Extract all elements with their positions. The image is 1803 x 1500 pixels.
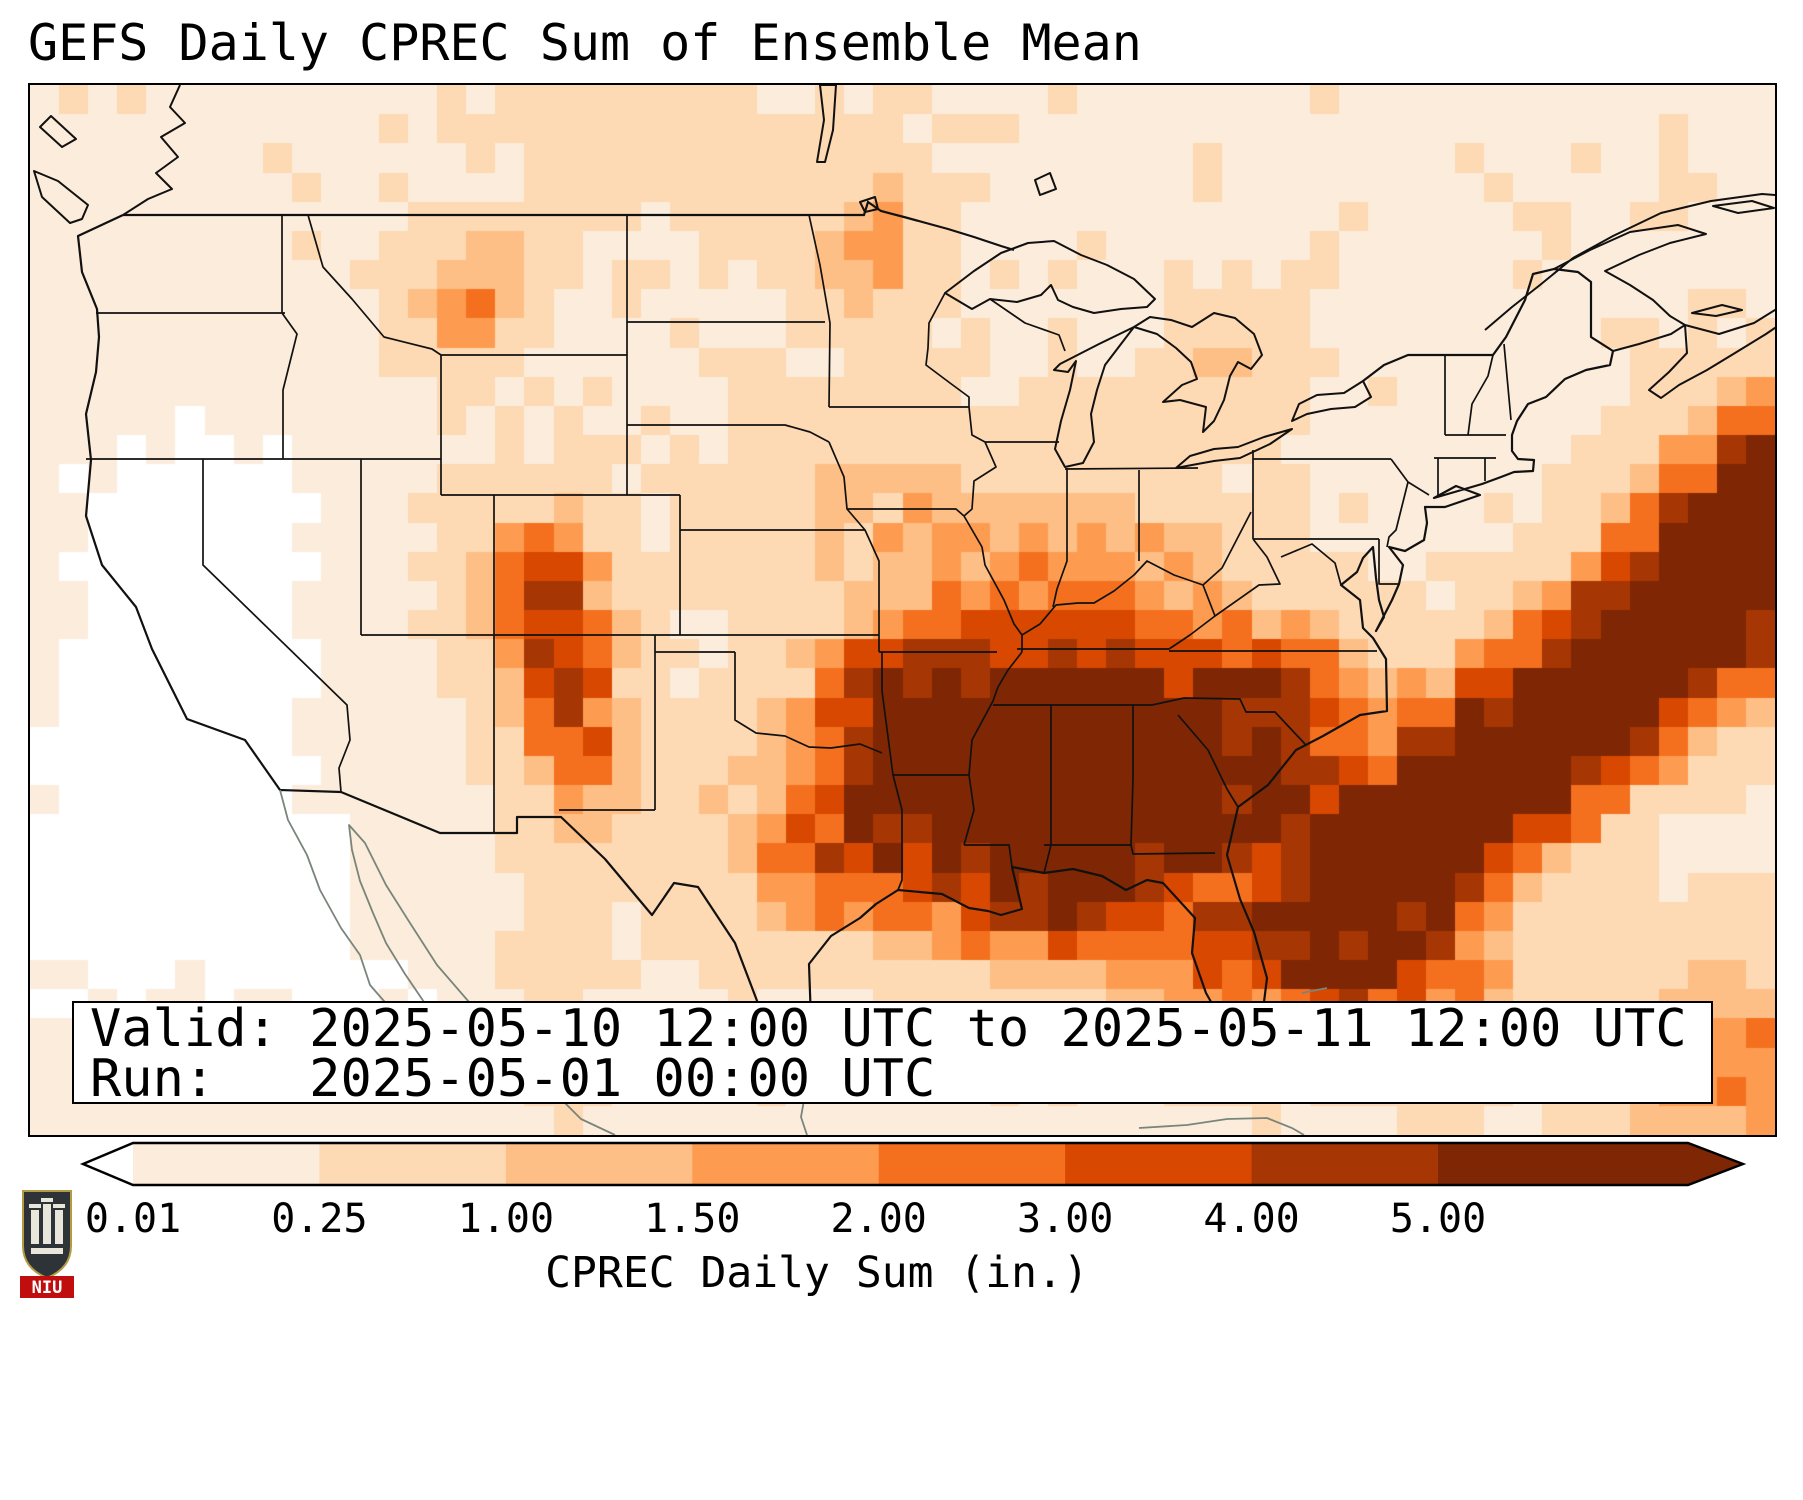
bc-coastline	[33, 85, 186, 224]
niu-banner-text: NIU	[32, 1278, 63, 1298]
colorbar-over-arrow	[1688, 1143, 1743, 1185]
colorbar-segment	[1251, 1143, 1440, 1185]
niu-castle-icon	[29, 1198, 65, 1254]
niu-logo: NIU	[20, 1190, 74, 1298]
colorbar-segment	[505, 1143, 694, 1185]
colorbar-tick: 4.00	[1203, 1196, 1300, 1242]
colorbar-over-band	[1438, 1143, 1688, 1185]
page-title: GEFS Daily CPREC Sum of Ensemble Mean	[28, 14, 1142, 72]
geo-overlay	[33, 85, 1775, 1135]
colorbar-outline	[79, 1141, 1747, 1187]
state-borders	[86, 214, 1512, 891]
colorbar-segment	[319, 1143, 507, 1185]
colorbar-tick: 1.50	[644, 1196, 741, 1242]
colorbar-tick: 0.25	[271, 1196, 368, 1242]
us-coastline-west	[76, 214, 812, 1023]
valid-time-text: Valid: 2025-05-10 12:00 UTC to 2025-05-1…	[90, 999, 1687, 1059]
us-coastline-east	[807, 267, 1615, 1050]
colorbar-tick: 2.00	[830, 1196, 927, 1242]
great-lakes	[944, 240, 1372, 469]
niu-banner	[20, 1276, 74, 1298]
colorbar-segment	[133, 1143, 321, 1185]
info-box: Valid: 2025-05-10 12:00 UTC to 2025-05-1…	[72, 999, 1713, 1109]
colorbar-segment	[692, 1143, 880, 1185]
cuba-coastline	[1138, 1117, 1305, 1135]
colorbar-tick-labels: 0.01 0.25 1.00 1.50 2.00 3.00 4.00 5.00	[28, 1196, 1777, 1244]
map-panel: Valid: 2025-05-10 12:00 UTC to 2025-05-1…	[28, 83, 1777, 1137]
colorbar-segment	[878, 1143, 1067, 1185]
colorbar-tick: 0.01	[84, 1196, 182, 1242]
colorbar-segment	[1065, 1143, 1253, 1185]
canada-east-coastline	[816, 85, 1775, 399]
run-time-text: Run: 2025-05-01 00:00 UTC	[90, 1049, 936, 1109]
colorbar-tick: 1.00	[457, 1196, 555, 1242]
colorbar-tick: 5.00	[1389, 1196, 1487, 1242]
canada-border	[123, 200, 1015, 252]
colorbar-under-arrow	[83, 1143, 133, 1185]
colorbar-tick: 3.00	[1016, 1196, 1114, 1242]
colorbar-label: CPREC Daily Sum (in.)	[545, 1248, 1089, 1298]
colorbar	[79, 1141, 1747, 1187]
